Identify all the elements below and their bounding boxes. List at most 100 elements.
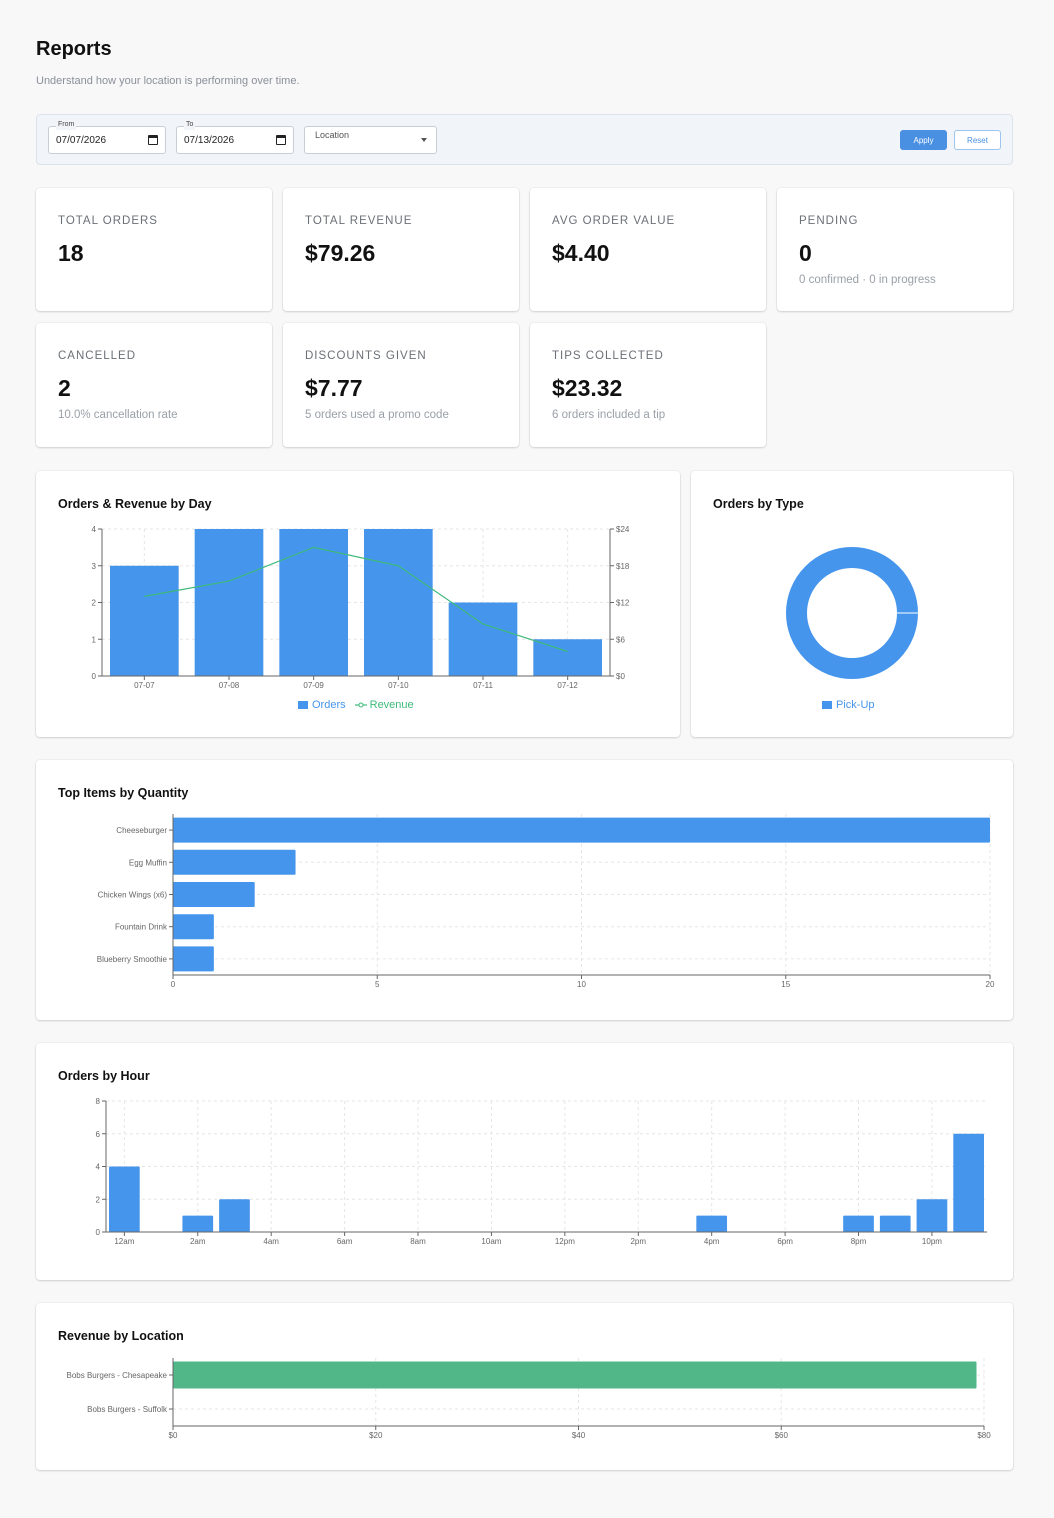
from-date-value: 07/07/2026	[56, 135, 107, 146]
bar-orders	[448, 602, 518, 676]
y-tick-label: 1	[92, 635, 97, 644]
stat-label: CANCELLED	[58, 350, 137, 362]
stat-label: PENDING	[799, 215, 859, 227]
stat-value: $79.26	[305, 240, 376, 266]
y2-tick-label: $12	[616, 599, 630, 608]
y2-tick-label: $6	[616, 635, 625, 644]
stat-subtext: 10.0% cancellation rate	[58, 409, 178, 421]
bar-orders	[279, 529, 348, 676]
chart-legend: Orders Revenue	[298, 699, 414, 711]
y2-tick-label: $18	[616, 562, 630, 571]
bar	[182, 1215, 214, 1232]
x-tick-label: 6pm	[777, 1237, 793, 1246]
stat-value: $4.40	[552, 240, 610, 266]
x-tick-label: 07-07	[134, 681, 155, 690]
bar	[843, 1215, 874, 1232]
x-tick-label: 12am	[114, 1237, 134, 1246]
stat-card-pending: PENDING 0 0 confirmed · 0 in progress	[777, 188, 1013, 311]
bar	[916, 1199, 948, 1232]
bar	[173, 1361, 977, 1389]
x-tick-label: 07-11	[473, 681, 493, 690]
stat-card-tips-collected: TIPS COLLECTED $23.32 6 orders included …	[530, 323, 766, 447]
y-tick-label: 2	[92, 599, 97, 608]
x-tick-label: 07-10	[388, 681, 409, 690]
bar	[173, 914, 214, 940]
x-tick-label: 15	[781, 980, 790, 989]
page-subtitle: Understand how your location is performi…	[36, 75, 300, 87]
apply-button[interactable]: Apply	[900, 130, 947, 150]
x-tick-label: 4pm	[704, 1237, 720, 1246]
stat-value: 2	[58, 375, 71, 401]
x-tick-label: $60	[775, 1431, 789, 1440]
stat-subtext: 0 confirmed · 0 in progress	[799, 274, 936, 286]
chart-card-revenue-by-location: Revenue by Location Bobs Burgers - Chesa…	[36, 1303, 1013, 1470]
stat-card-total-orders: TOTAL ORDERS 18	[36, 188, 272, 311]
y-tick-label: Egg Muffin	[129, 858, 167, 867]
calendar-icon[interactable]	[276, 135, 286, 145]
x-tick-label: 10pm	[922, 1237, 942, 1246]
orders-by-hour-chart: 0 2 4 6 8 12am 2am 4am 6am 8am 10am 12pm 2pm 4pm 6pm 8p…	[96, 1097, 987, 1246]
stat-label: TOTAL REVENUE	[305, 215, 413, 227]
orders-by-type-chart	[786, 547, 918, 679]
y2-tick-label: $24	[616, 525, 630, 534]
chart-title: Orders & Revenue by Day	[58, 497, 212, 511]
bar	[173, 817, 990, 843]
bar	[109, 1166, 140, 1232]
x-tick-label: $0	[169, 1431, 178, 1440]
stat-subtext: 6 orders included a tip	[552, 409, 666, 421]
x-tick-label: 2pm	[630, 1237, 646, 1246]
y-tick-label: 0	[92, 672, 97, 681]
x-tick-label: 07-09	[303, 681, 324, 690]
y-tick-label: 4	[92, 525, 97, 534]
location-select[interactable]: Location	[304, 126, 437, 154]
chart-title: Orders by Hour	[58, 1069, 150, 1083]
chart-card-orders-by-hour: Orders by Hour 0 2 4 6 8 12am 2am 4am 6am 8am 10am…	[36, 1043, 1013, 1280]
chart-title: Revenue by Location	[58, 1329, 184, 1343]
legend-label-pickup[interactable]: Pick-Up	[836, 699, 875, 711]
bar	[173, 849, 296, 875]
y-tick-label: Fountain Drink	[115, 923, 168, 932]
x-tick-label: 6am	[337, 1237, 353, 1246]
y-tick-label: Blueberry Smoothie	[97, 955, 168, 964]
to-date-field[interactable]: To 07/13/2026	[176, 120, 294, 154]
x-tick-label: 5	[375, 980, 380, 989]
page-header: Reports Understand how your location is …	[36, 38, 300, 87]
x-tick-label: 8pm	[851, 1237, 867, 1246]
x-tick-label: $80	[977, 1431, 991, 1440]
bar-orders	[364, 529, 433, 676]
bar-orders	[194, 529, 264, 676]
x-tick-label: 0	[171, 980, 176, 989]
x-tick-label: $20	[369, 1431, 383, 1440]
chart-legend: Pick-Up	[822, 699, 875, 711]
bar-orders	[110, 565, 179, 676]
legend-label-revenue[interactable]: Revenue	[369, 699, 414, 711]
bar	[173, 946, 214, 972]
y-tick-label: 0	[96, 1228, 101, 1237]
from-date-field[interactable]: From 07/07/2026	[48, 120, 166, 154]
calendar-icon[interactable]	[148, 135, 158, 145]
stat-value: 18	[58, 240, 84, 266]
orders-revenue-chart: 0 1 2 3 4 $0 $6 $12 $18 $24 07-07 07-08 07-09 07-10 07…	[92, 525, 630, 690]
stat-value: $23.32	[552, 375, 623, 401]
bar	[219, 1199, 250, 1232]
stat-subtext: 5 orders used a promo code	[305, 409, 449, 421]
chevron-down-icon	[421, 138, 427, 142]
x-tick-label: 4am	[263, 1237, 279, 1246]
legend-label-orders[interactable]: Orders	[312, 699, 346, 711]
y-tick-label: 2	[96, 1195, 101, 1204]
x-tick-label: 07-12	[557, 681, 578, 690]
donut-slice-pickup	[786, 547, 918, 679]
stat-label: AVG ORDER VALUE	[552, 215, 676, 227]
to-date-label: To	[184, 120, 196, 130]
chart-title: Orders by Type	[713, 497, 804, 511]
bar	[696, 1215, 728, 1232]
legend-swatch-revenue	[354, 702, 367, 708]
location-select-label: Location	[315, 130, 350, 140]
y-tick-label: Bobs Burgers - Suffolk	[87, 1405, 168, 1414]
reset-button[interactable]: Reset	[954, 130, 1001, 150]
stat-card-avg-order-value: AVG ORDER VALUE $4.40	[530, 188, 766, 311]
stat-label: DISCOUNTS GIVEN	[305, 350, 427, 362]
stat-value: 0	[799, 240, 812, 266]
legend-swatch-pickup	[822, 701, 832, 709]
x-tick-label: 10	[577, 980, 586, 989]
